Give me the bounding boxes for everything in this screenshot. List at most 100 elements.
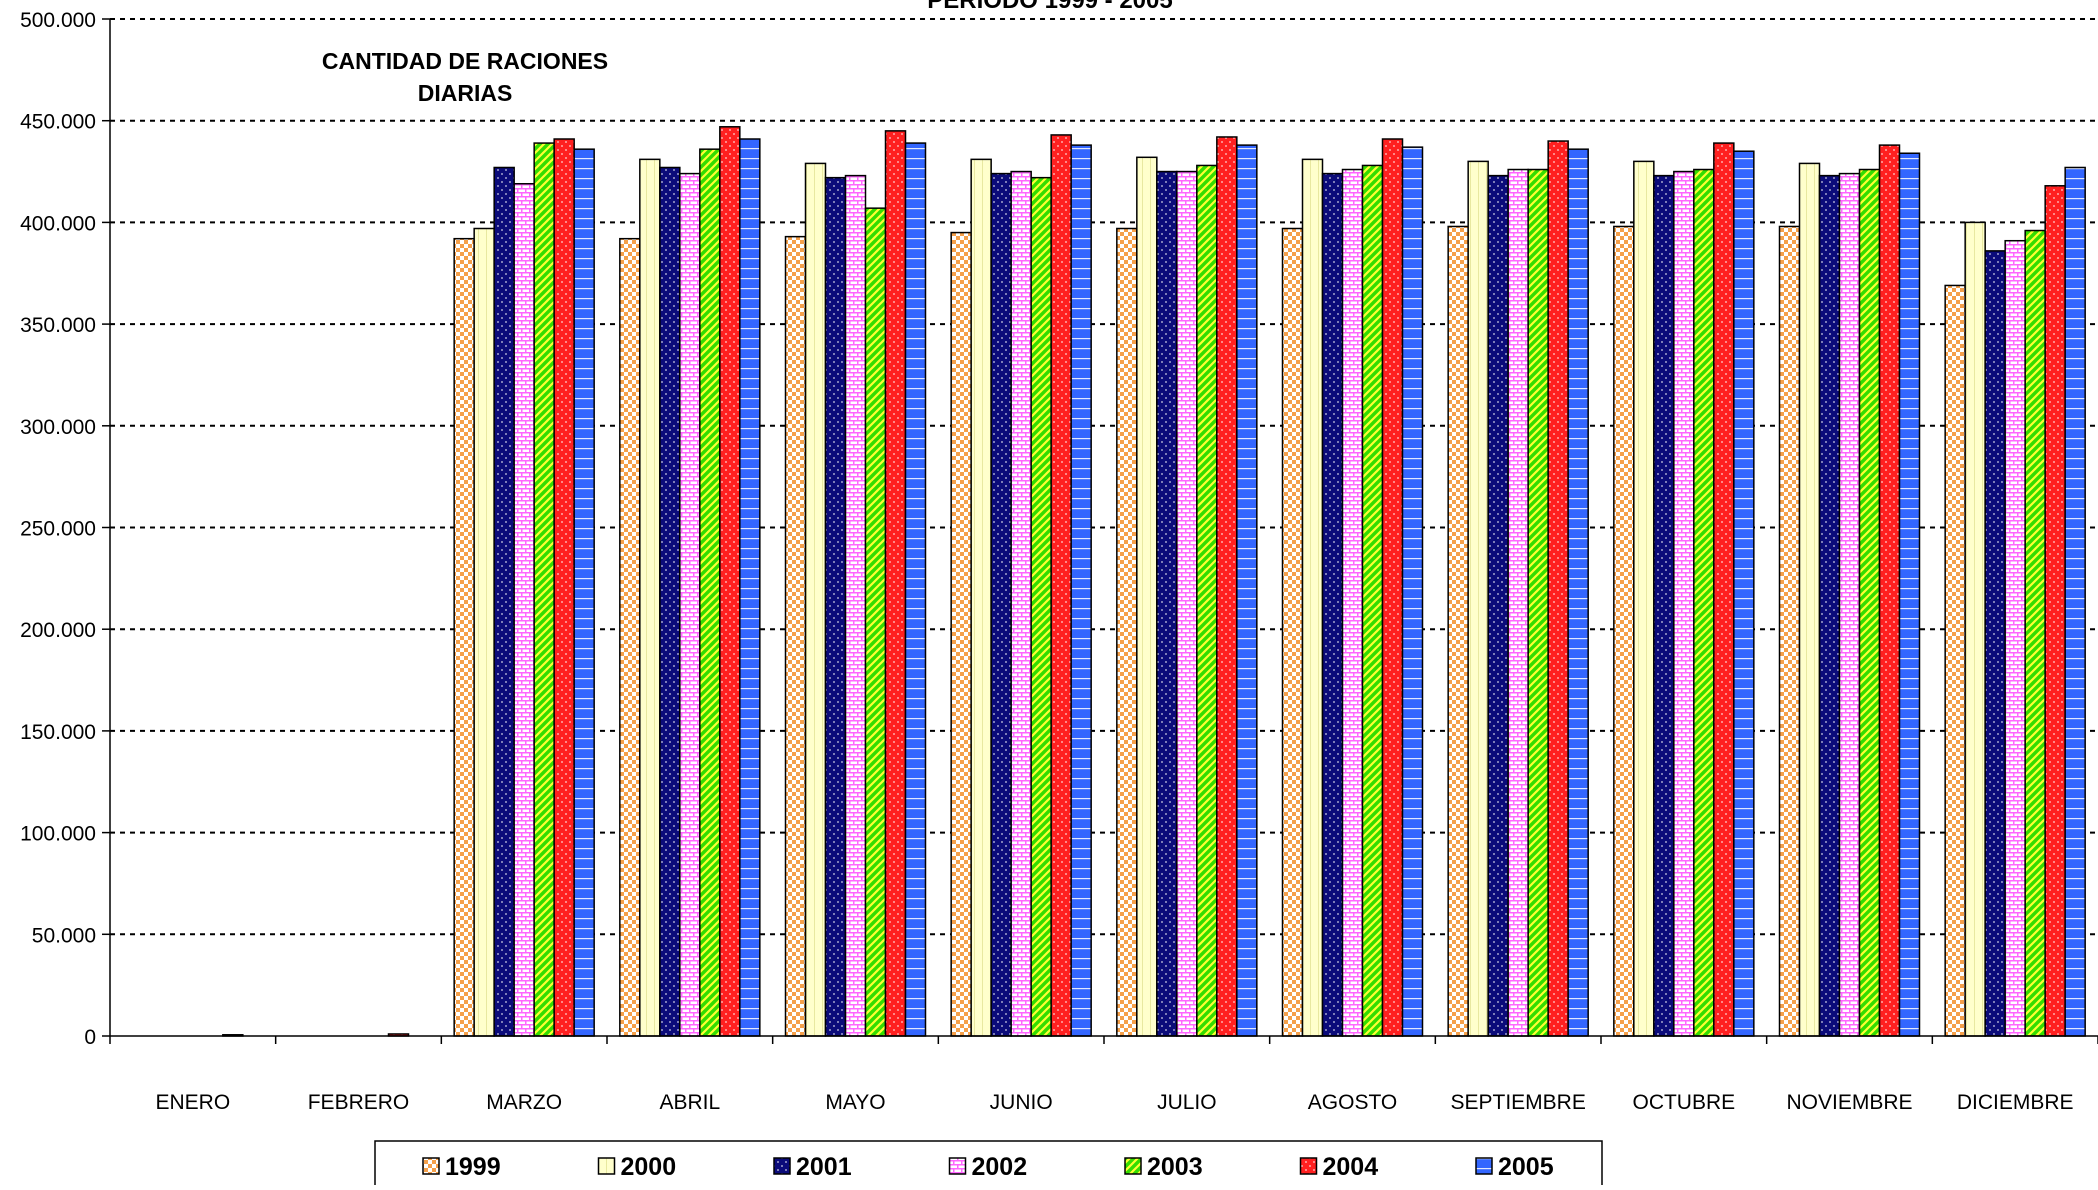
x-tick-label: SEPTIEMBRE [1450, 1091, 1585, 1114]
bar-2003-diciembre [2024, 229, 2046, 1037]
bar-2002-agosto [1341, 168, 1364, 1037]
bar-2004-mayo [884, 130, 907, 1037]
bar-2002-julio [1176, 170, 1198, 1037]
bar-2002-diciembre [2004, 239, 2026, 1037]
bar-1999-septiembre [1447, 225, 1469, 1037]
bar-2001-junio [990, 172, 1012, 1037]
bar-2004-diciembre [2044, 185, 2066, 1037]
annotation-line-2: DIARIAS [418, 80, 513, 106]
bar-1999-julio [1116, 227, 1138, 1037]
bar-1999-diciembre [1944, 284, 1966, 1037]
legend-swatch-2003 [1124, 1157, 1142, 1175]
bar-2001-marzo [493, 166, 515, 1037]
bar-2003-mayo [864, 207, 887, 1037]
legend-label-2001: 2001 [796, 1153, 852, 1181]
bar-2000-julio [1136, 156, 1158, 1037]
bar-2000-octubre [1633, 160, 1655, 1037]
bar-1999-octubre [1613, 225, 1635, 1037]
y-tick-label: 150.000 [20, 721, 96, 744]
x-tick-label: JUNIO [990, 1091, 1053, 1114]
legend-swatch-1999 [422, 1157, 440, 1175]
bar-2004-agosto [1381, 138, 1404, 1037]
bar-2004-marzo [553, 138, 575, 1037]
bar-2002-mayo [844, 174, 867, 1037]
x-tick-label: JULIO [1157, 1091, 1217, 1114]
x-tick-label: MARZO [486, 1091, 562, 1114]
y-tick-label: 100.000 [20, 823, 96, 846]
bar-2005-abril [739, 138, 761, 1037]
bar-2000-junio [970, 158, 992, 1037]
bar-2003-marzo [533, 142, 555, 1037]
bar-2001-abril [659, 166, 681, 1037]
legend-label-1999: 1999 [445, 1153, 501, 1181]
bar-1999-noviembre [1778, 225, 1801, 1037]
legend-box [374, 1140, 1603, 1190]
chart-title: PERIODO 1999 - 2005 [927, 0, 1172, 14]
x-tick-label: OCTUBRE [1632, 1091, 1735, 1114]
bar-1999-agosto [1281, 227, 1304, 1037]
bar-2003-agosto [1361, 164, 1384, 1037]
bar-1999-junio [950, 231, 972, 1037]
bar-2001-mayo [824, 176, 847, 1037]
bar-2005-noviembre [1898, 152, 1921, 1037]
x-tick-label: MAYO [825, 1091, 885, 1114]
y-axis-tick-labels: 0 50.000 100.000 150.000 200.000 250.000 300.0… [20, 9, 96, 1049]
bar-2001-octubre [1653, 174, 1675, 1037]
bar-2003-julio [1196, 164, 1218, 1037]
bar-2001-agosto [1321, 172, 1344, 1037]
legend-swatch-2005 [1475, 1157, 1493, 1175]
bar-2005-marzo [573, 148, 595, 1037]
bar-2005-mayo [904, 142, 927, 1037]
bar-2004-junio [1050, 134, 1072, 1037]
bar-2002-noviembre [1838, 172, 1861, 1037]
bar-2005-agosto [1401, 146, 1424, 1037]
bar-2000-marzo [473, 227, 495, 1037]
legend-swatch-2001 [773, 1157, 791, 1175]
x-tick-label: ENERO [155, 1091, 230, 1114]
y-tick-label: 250.000 [20, 518, 96, 541]
x-tick-label: ABRIL [659, 1091, 720, 1114]
x-tick-label: FEBRERO [308, 1091, 410, 1114]
bar-2003-abril [699, 148, 721, 1037]
bar-1999-marzo [453, 237, 475, 1037]
bar-2002-septiembre [1507, 168, 1529, 1037]
gridlines [102, 18, 2098, 1037]
bar-2000-noviembre [1798, 162, 1821, 1037]
y-tick-label: 50.000 [32, 924, 96, 947]
axes [109, 19, 2098, 1044]
bar-2000-diciembre [1964, 221, 1986, 1037]
y-tick-label: 350.000 [20, 314, 96, 337]
bar-2001-diciembre [1984, 250, 2006, 1037]
bar-2004-abril [719, 126, 741, 1037]
bar-2003-noviembre [1858, 168, 1881, 1037]
bar-2002-octubre [1673, 170, 1695, 1037]
bar-2003-septiembre [1527, 168, 1549, 1037]
legend-label-2003: 2003 [1147, 1153, 1203, 1181]
legend-label-2005: 2005 [1498, 1153, 1554, 1181]
x-tick-label: AGOSTO [1308, 1091, 1397, 1114]
legend: 1999 2000 2001 2002 2003 2004 2005 [374, 1140, 1603, 1190]
bar-2000-agosto [1301, 158, 1324, 1037]
x-axis-tick-labels: ENERO FEBRERO MARZO ABRIL MAYO JUNIO JULIO AGOS… [155, 1091, 2073, 1114]
bar-2004-septiembre [1547, 140, 1569, 1037]
y-tick-label: 200.000 [20, 619, 96, 642]
bar-2004-julio [1216, 136, 1238, 1037]
legend-label-2002: 2002 [972, 1153, 1028, 1181]
bar-2004-octubre [1713, 142, 1735, 1037]
bars [222, 126, 2086, 1037]
y-tick-label: 500.000 [20, 9, 96, 32]
y-tick-label: 300.000 [20, 416, 96, 439]
bar-2000-mayo [804, 162, 827, 1037]
bar-2003-octubre [1693, 168, 1715, 1037]
bar-2005-diciembre [2064, 166, 2086, 1037]
bar-2001-septiembre [1487, 174, 1509, 1037]
bar-2005-julio [1236, 144, 1258, 1037]
bar-2005-octubre [1733, 150, 1755, 1037]
legend-label-2000: 2000 [621, 1153, 677, 1181]
legend-swatch-2000 [597, 1157, 616, 1175]
bar-1999-abril [619, 237, 641, 1037]
bar-1999-mayo [784, 235, 807, 1037]
bar-2002-abril [679, 172, 701, 1037]
